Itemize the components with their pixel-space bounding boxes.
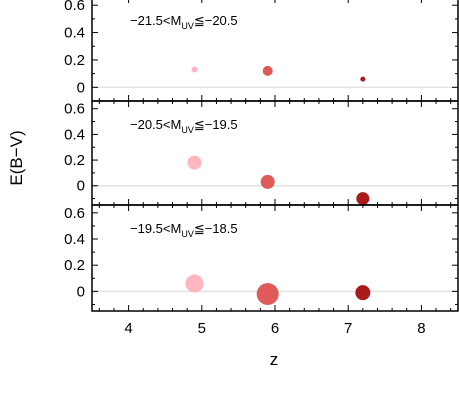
- data-point: [185, 274, 204, 293]
- x-tick-label: 7: [344, 320, 352, 337]
- data-point: [355, 285, 371, 301]
- panel-3: 0 0.2 0.4 0.6 −19.5<MUV≦−18.5: [64, 204, 459, 312]
- y-tick-label: 0.6: [64, 0, 85, 14]
- y-tick-label: 0.2: [64, 152, 85, 169]
- panel-label: −21.5<MUV≦−20.5: [130, 13, 238, 31]
- x-tick-label: 4: [124, 320, 132, 337]
- y-tick-label: 0.4: [64, 25, 85, 42]
- y-tick-label: 0.4: [64, 126, 85, 143]
- x-tick-label: 8: [417, 320, 425, 337]
- chart-panels: 0 0.2 0.4 0.6 −21.5<MUV≦−20.5 0 0.2 0.4 0.6 −20.5…: [64, 0, 459, 337]
- data-point: [360, 76, 366, 82]
- x-tick-label: 5: [198, 320, 206, 337]
- y-tick-label: 0: [77, 178, 85, 195]
- y-tick-label: 0.2: [64, 257, 85, 274]
- panel-label: −20.5<MUV≦−19.5: [130, 117, 238, 135]
- y-tick-label: 0.6: [64, 205, 85, 222]
- data-point: [256, 282, 279, 305]
- x-axis-title: z: [270, 350, 279, 369]
- y-tick-label: 0.6: [64, 101, 85, 118]
- y-tick-label: 0.4: [64, 231, 85, 248]
- x-tick-label: 6: [271, 320, 279, 337]
- data-point: [356, 192, 370, 206]
- panel-2: 0 0.2 0.4 0.6 −20.5<MUV≦−19.5: [64, 100, 459, 206]
- y-tick-label: 0.2: [64, 52, 85, 69]
- data-point: [191, 66, 198, 73]
- panel-frame: [91, 204, 459, 312]
- panel-1: 0 0.2 0.4 0.6 −21.5<MUV≦−20.5: [64, 0, 459, 102]
- data-point: [187, 155, 202, 170]
- panel-label: −19.5<MUV≦−18.5: [130, 221, 238, 239]
- data-point: [262, 65, 273, 76]
- y-tick-label: 0: [77, 79, 85, 96]
- data-point: [260, 174, 275, 189]
- y-tick-label: 0: [77, 283, 85, 300]
- y-axis-title: E(B−V): [7, 130, 26, 185]
